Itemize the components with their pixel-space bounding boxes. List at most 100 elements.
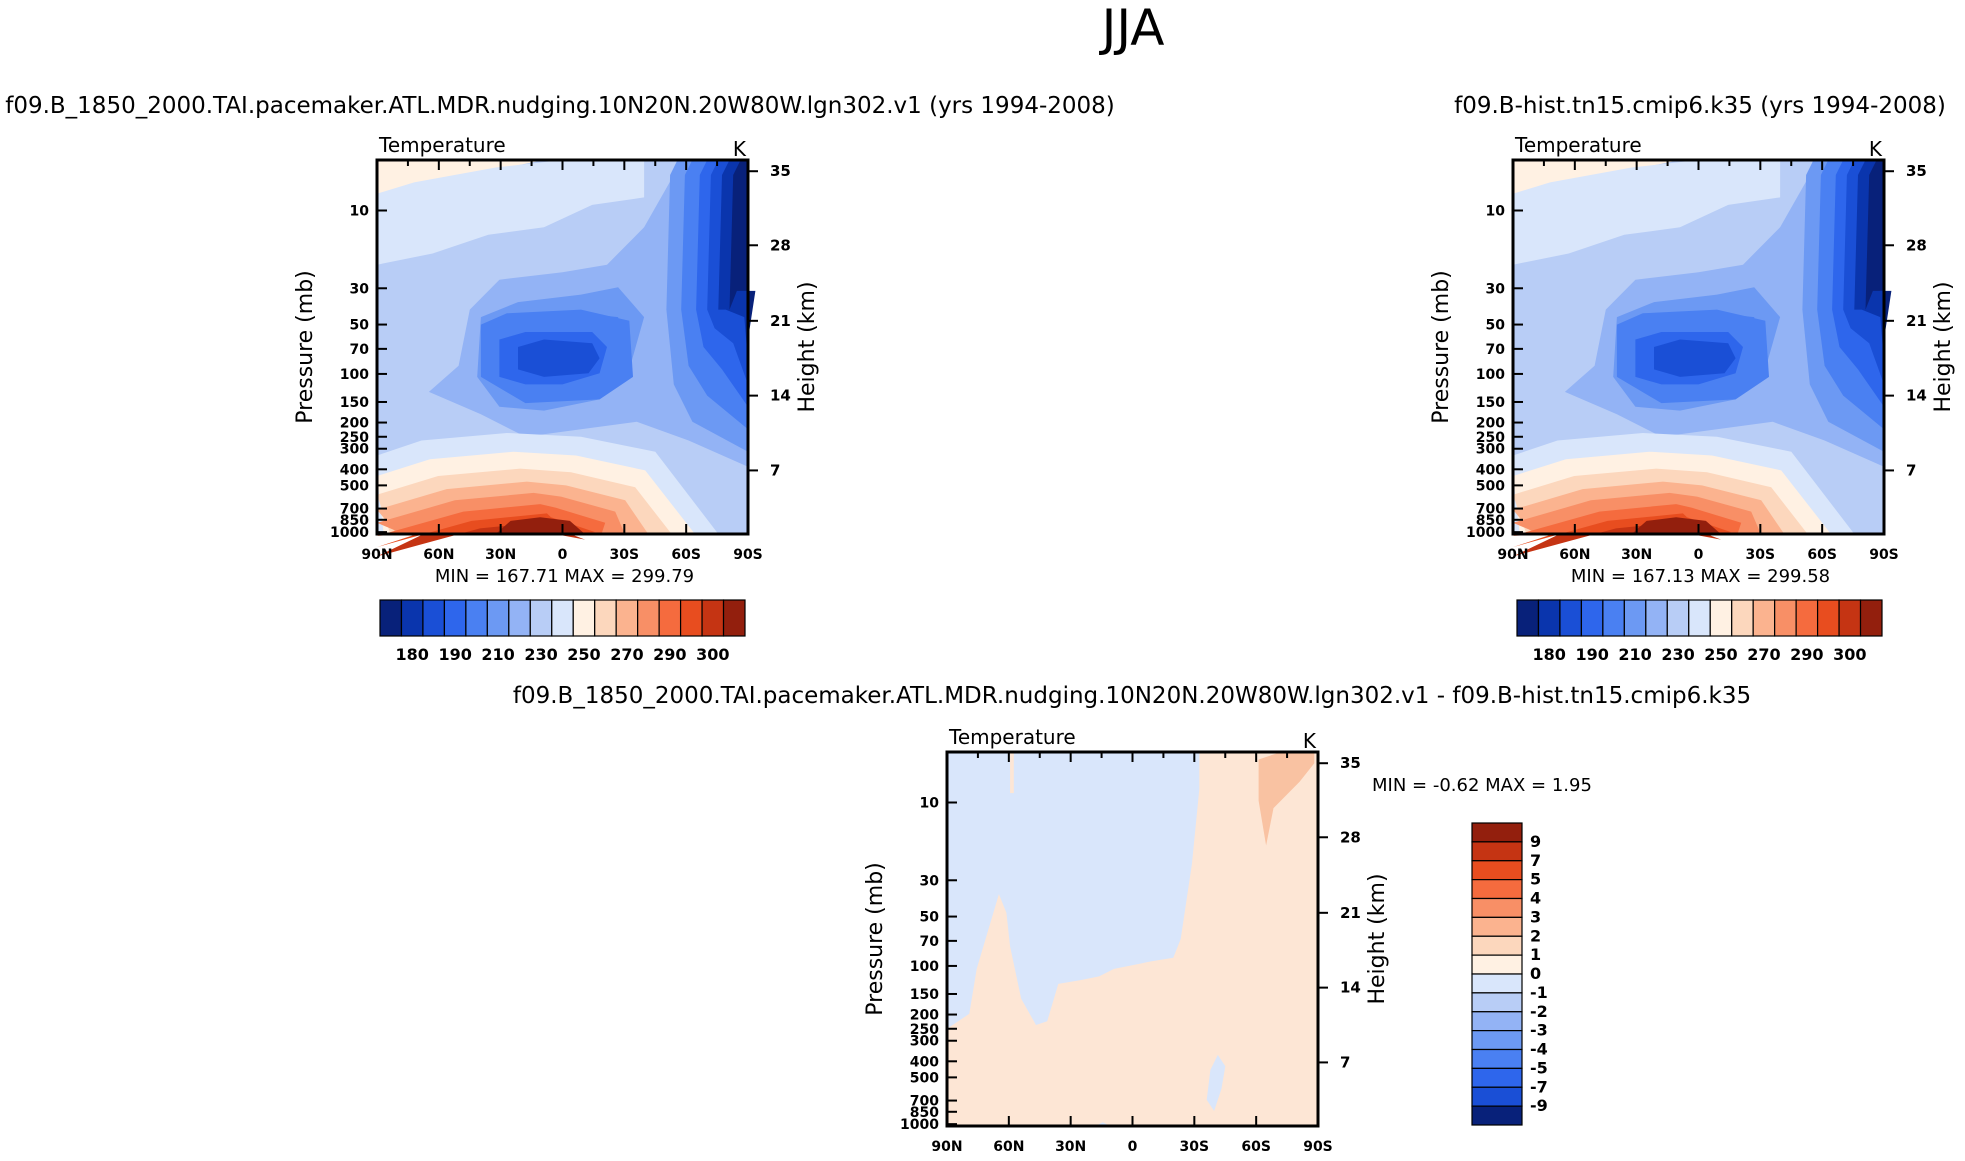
colorbar-box — [1559, 599, 1583, 637]
min-max-stats: MIN = 167.71 MAX = 299.79 — [435, 566, 694, 587]
colorbar-box — [422, 599, 446, 637]
colorbar-box — [1602, 599, 1625, 637]
units-label: K — [1303, 729, 1317, 753]
variable-label: Temperature — [1514, 133, 1642, 157]
y2-tick-label: 21 — [1906, 312, 1927, 330]
colorbar-box — [615, 599, 639, 637]
x-tick-label: 0 — [558, 547, 568, 563]
variable-label: Temperature — [948, 725, 1076, 749]
contour-fill — [377, 160, 544, 194]
y-tick-label: 1000 — [1466, 525, 1505, 541]
y-axis-label: Pressure (mb) — [1429, 270, 1454, 424]
y-axis-label: Pressure (mb) — [293, 270, 318, 424]
y2-tick-label: 35 — [1906, 162, 1927, 180]
y2-tick-label: 7 — [1906, 461, 1916, 479]
colorbar-box — [594, 599, 617, 637]
colorbar-box — [1471, 973, 1523, 994]
colorbar-label: 300 — [1833, 645, 1866, 664]
colorbar-box — [1537, 599, 1561, 637]
colorbar-label: 0 — [1530, 964, 1541, 983]
season-title: JJA — [1099, 0, 1165, 57]
x-tick-label: 30N — [1621, 547, 1652, 563]
x-tick-label: 90N — [1497, 547, 1528, 563]
colorbar-box — [400, 599, 424, 637]
contour-fill — [1513, 160, 1781, 265]
colorbar-label: -5 — [1530, 1058, 1548, 1077]
panel-title: f09.B_1850_2000.TAI.pacemaker.ATL.MDR.nu… — [5, 93, 1115, 119]
y-tick-label: 100 — [340, 367, 369, 383]
colorbar-box — [722, 599, 746, 637]
y2-tick-label: 14 — [1906, 387, 1927, 405]
x-tick-label: 90S — [733, 547, 763, 563]
diff-negative-region — [1206, 1054, 1226, 1111]
colorbar-box — [1516, 599, 1540, 637]
colorbar-label: 7 — [1530, 851, 1541, 870]
y-tick-label: 70 — [1486, 342, 1506, 358]
colorbar-label: 270 — [610, 645, 643, 664]
panel-title: f09.B_1850_2000.TAI.pacemaker.ATL.MDR.nu… — [513, 683, 1751, 709]
y-tick-label: 10 — [1486, 203, 1506, 219]
diff-positive-region — [1010, 752, 1014, 794]
y-tick-label: 500 — [910, 1070, 939, 1086]
x-tick-label: 30N — [1055, 1139, 1086, 1155]
y2-tick-label: 7 — [770, 461, 780, 479]
colorbar-box — [551, 599, 574, 637]
y-tick-label: 100 — [1476, 367, 1505, 383]
units-label: K — [733, 137, 747, 161]
colorbar-box — [1471, 954, 1523, 975]
x-tick-label: 60S — [1807, 547, 1837, 563]
colorbar-label: 230 — [524, 645, 557, 664]
colorbar-box — [1816, 599, 1840, 637]
x-tick-label: 90N — [361, 547, 392, 563]
colorbar-box — [1471, 860, 1523, 881]
y-tick-label: 200 — [340, 416, 369, 432]
x-tick-label: 60S — [671, 547, 701, 563]
colorbar-box — [1795, 599, 1819, 637]
y2-axis-label: Height (km) — [1365, 873, 1390, 1004]
y-tick-label: 400 — [1476, 462, 1505, 478]
colorbar-box — [1471, 935, 1523, 956]
contour-fill — [1513, 160, 1680, 194]
x-tick-label: 0 — [1694, 547, 1704, 563]
x-tick-label: 60N — [423, 547, 454, 563]
colorbar-label: 210 — [1618, 645, 1651, 664]
y-tick-label: 150 — [340, 395, 369, 411]
y-tick-label: 200 — [1476, 416, 1505, 432]
y-tick-label: 400 — [910, 1054, 939, 1070]
y-tick-label: 300 — [1476, 442, 1505, 458]
y2-tick-label: 28 — [770, 236, 791, 254]
panel-model-a: Temperature Kf09.B_1850_2000.TAI.pacemake… — [5, 93, 1115, 664]
y-tick-label: 850 — [910, 1105, 939, 1121]
colorbar-box — [1731, 599, 1754, 637]
colorbar-box — [679, 599, 703, 637]
y-tick-label: 50 — [350, 318, 370, 334]
y-tick-label: 850 — [1476, 513, 1505, 529]
colorbar-box — [1471, 1086, 1523, 1107]
y-tick-label: 500 — [340, 478, 369, 494]
y-tick-label: 150 — [1476, 395, 1505, 411]
colorbar-label: 250 — [567, 645, 600, 664]
y-tick-label: 30 — [920, 873, 940, 889]
x-tick-label: 30N — [485, 547, 516, 563]
y-tick-label: 150 — [910, 987, 939, 1003]
y-tick-label: 50 — [920, 910, 940, 926]
x-tick-label: 30S — [610, 547, 640, 563]
y-tick-label: 30 — [350, 281, 370, 297]
colorbar-label: 3 — [1530, 907, 1541, 926]
units-label: K — [1869, 137, 1883, 161]
x-tick-label: 30S — [1746, 547, 1776, 563]
diff-positive-region — [1258, 752, 1315, 846]
colorbar-label: 190 — [1575, 645, 1608, 664]
colorbar-box — [486, 599, 510, 637]
colorbar-box — [1688, 599, 1711, 637]
y-tick-label: 850 — [340, 513, 369, 529]
colorbar-box — [1709, 599, 1733, 637]
x-tick-label: 60N — [1559, 547, 1590, 563]
x-tick-label: 60S — [1241, 1139, 1271, 1155]
colorbar-label: 290 — [1790, 645, 1823, 664]
colorbar-box — [379, 599, 403, 637]
panel-difference: Temperature Kf09.B_1850_2000.TAI.pacemake… — [513, 683, 1751, 1155]
x-tick-label: 30S — [1180, 1139, 1210, 1155]
y-tick-label: 300 — [340, 442, 369, 458]
